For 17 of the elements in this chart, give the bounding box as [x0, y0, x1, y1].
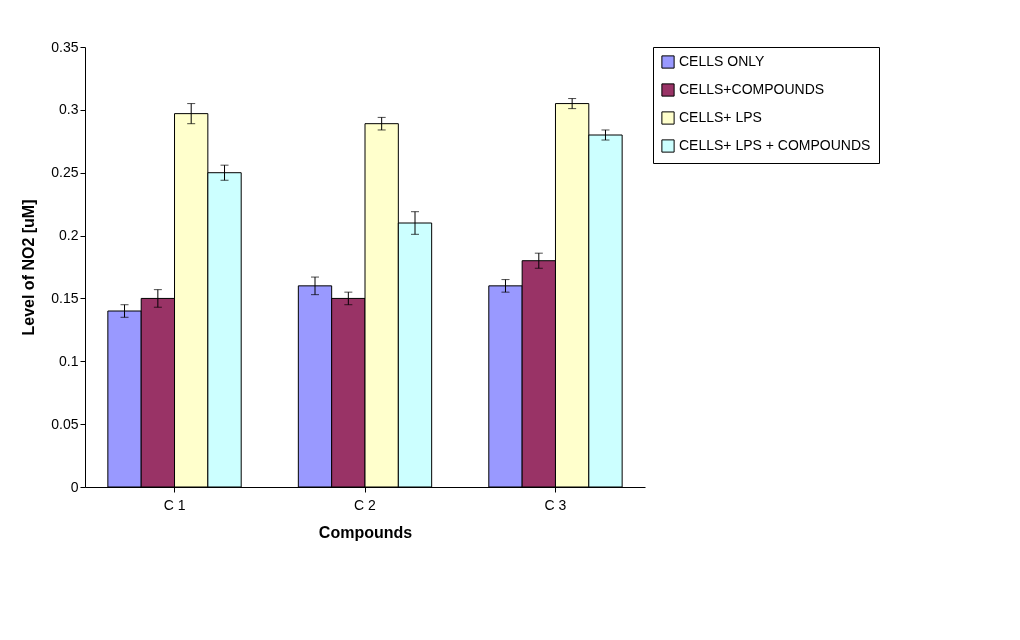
- y-tick-label: 0.3: [59, 101, 79, 118]
- y-tick-label: 0.15: [51, 289, 79, 306]
- legend-label: CELLS+ LPS + COMPOUNDS: [679, 137, 871, 153]
- y-tick-label: 0.2: [59, 227, 79, 244]
- x-tick-label: C 1: [163, 496, 186, 513]
- x-axis-title: Compounds: [318, 523, 413, 541]
- y-tick-label: 0: [70, 478, 79, 495]
- y-tick-label: 0.25: [51, 164, 79, 181]
- legend-label: CELLS+COMPOUNDS: [679, 81, 825, 97]
- y-tick-label: 0.1: [59, 352, 79, 369]
- y-tick-label: 0.35: [51, 38, 79, 55]
- legend-label: CELLS ONLY: [679, 53, 765, 69]
- y-axis-title: Level of NO2 [uM]: [20, 199, 38, 336]
- legend-label: CELLS+ LPS: [679, 109, 762, 125]
- x-tick-label: C 2: [354, 496, 377, 513]
- y-tick-label: 0.05: [51, 415, 79, 432]
- x-tick-label: C 3: [544, 496, 567, 513]
